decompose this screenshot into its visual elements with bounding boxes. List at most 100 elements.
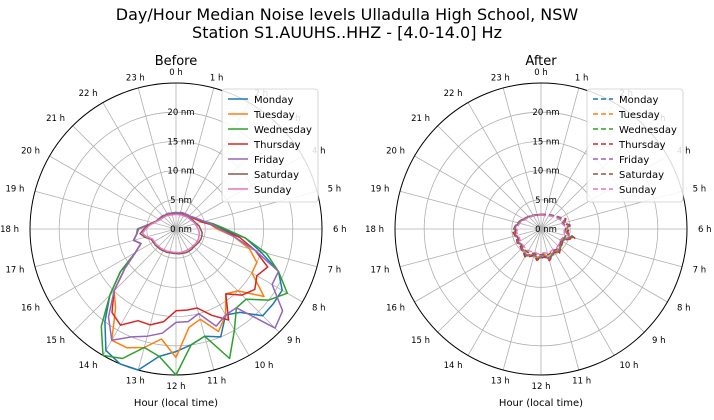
panel-0-xlabel: Hour (local time) — [134, 398, 218, 409]
panel-0-r-tick-2: 10 nm — [167, 167, 194, 177]
panel-0-theta-label-22: 22 h — [79, 89, 98, 99]
panel-0-ring-4 — [58, 111, 294, 347]
panel-0-theta-label-8: 8 h — [312, 304, 326, 314]
panel-0-theta-label-6: 6 h — [333, 225, 347, 235]
panel-1-spoke-17 — [399, 228, 542, 268]
panel-0-theta-label-10: 10 h — [255, 361, 274, 371]
panel-0-legend-label-tuesday: Tuesday — [253, 110, 295, 121]
panel-0-theta-label-4: 4 h — [312, 147, 326, 157]
panel-1-legend-label-friday: Friday — [619, 155, 649, 166]
panel-0-legend-label-friday: Friday — [254, 155, 284, 166]
panel-0-series-wednesday — [100, 211, 289, 376]
panel-0-ring-2 — [117, 170, 235, 288]
panel-1-xlabel: Hour (local time) — [499, 398, 583, 409]
panel-1-spoke-8 — [540, 228, 668, 303]
panel-0-spoke-19 — [34, 190, 177, 230]
panel-0-theta-label-18: 18 h — [0, 225, 19, 235]
panel-0-legend-label-wednesday: Wednesday — [254, 125, 312, 136]
panel-1-theta-label-4: 4 h — [677, 147, 691, 157]
panel-1-theta-label-1: 1 h — [575, 73, 589, 83]
panel-1-theta-label-0: 0 h — [534, 68, 548, 78]
panel-1-spoke-15 — [437, 228, 542, 333]
panel-0-r-tick-4: 20 nm — [167, 108, 194, 118]
panel-1-legend-label-saturday: Saturday — [619, 170, 664, 181]
panel-0-legend-label-monday: Monday — [254, 95, 294, 106]
panel-1-spoke-21 — [437, 125, 542, 230]
panel-0-legend-label-thursday: Thursday — [253, 140, 301, 151]
figure-title-line1: Day/Hour Median Noise levels Ulladulla H… — [116, 5, 579, 24]
panel-1-theta-label-14: 14 h — [444, 361, 463, 371]
panel-0-r-tick-1: 5 nm — [170, 196, 192, 206]
panel-1-frame — [394, 82, 688, 376]
panel-1-r-tick-4: 20 nm — [532, 108, 559, 118]
panel-0-theta-label-1: 1 h — [210, 73, 224, 83]
panel-1-r-tick-1: 5 nm — [535, 196, 557, 206]
panel-1-legend-label-wednesday: Wednesday — [619, 125, 677, 136]
panel-0-spoke-16 — [49, 228, 177, 303]
panel-1-spoke-11 — [540, 228, 580, 371]
panel-1-r-tick-2: 10 nm — [532, 167, 559, 177]
panel-1-legend-label-sunday: Sunday — [619, 185, 656, 196]
panel-1-theta-label-18: 18 h — [365, 225, 384, 235]
panel-1-ring-3 — [452, 140, 629, 317]
panel-0-r-tick-3: 15 nm — [167, 137, 194, 147]
panel-0-theta-label-7: 7 h — [328, 266, 342, 276]
panel-0-theta-label-14: 14 h — [79, 361, 98, 371]
panel-1-ring-4 — [423, 111, 659, 347]
panel-1-legend-label-thursday: Thursday — [618, 140, 666, 151]
panel-0-theta-label-17: 17 h — [5, 266, 24, 276]
panel-1-theta-label-23: 23 h — [491, 73, 510, 83]
panel-0-theta-label-19: 19 h — [5, 184, 24, 194]
panel-1-spoke-20 — [414, 155, 542, 230]
panel-0-ring-3 — [88, 140, 264, 317]
panel-1-theta-label-6: 6 h — [698, 225, 712, 235]
panel-0-spoke-1 — [175, 87, 215, 230]
panel-0-legend-label-saturday: Saturday — [254, 170, 299, 181]
panel-0-spoke-17 — [34, 228, 177, 268]
panel-0-legend-label-sunday: Sunday — [254, 185, 291, 196]
panel-1-spoke-23 — [502, 87, 542, 230]
panel-1-theta-label-16: 16 h — [386, 304, 405, 314]
panel-0-theta-label-0: 0 h — [169, 68, 183, 78]
panel-0-theta-label-16: 16 h — [21, 304, 40, 314]
panel-1-r-tick-0: 0 nm — [535, 225, 557, 235]
panel-0-spoke-20 — [49, 155, 177, 230]
panel-1-theta-label-21: 21 h — [411, 114, 430, 124]
panel-0-theta-label-12: 12 h — [167, 382, 186, 392]
panel-1-spoke-10 — [540, 228, 615, 356]
panel-0-title: Before — [155, 54, 198, 69]
panel-1-theta-label-9: 9 h — [652, 336, 666, 346]
panel-1-theta-label-19: 19 h — [370, 184, 389, 194]
panel-1-theta-label-22: 22 h — [444, 89, 463, 99]
panel-0-r-tick-0: 0 nm — [170, 225, 192, 235]
panel-1-r-tick-3: 15 nm — [532, 137, 559, 147]
panel-1-theta-label-11: 11 h — [572, 377, 591, 387]
figure-title-line2: Station S1.AUUHS..HHZ - [4.0-14.0] Hz — [192, 23, 502, 42]
panel-0-spoke-15 — [72, 228, 177, 333]
panel-1-spoke-22 — [467, 102, 542, 230]
panel-0-theta-label-13: 13 h — [126, 377, 145, 387]
panel-1-theta-label-12: 12 h — [532, 382, 551, 392]
panel-0-series-monday — [104, 211, 283, 371]
panel-0-series-sunday — [141, 213, 200, 254]
panel-1-theta-label-5: 5 h — [693, 184, 707, 194]
panel-1-theta-label-13: 13 h — [491, 377, 510, 387]
panel-0-theta-label-21: 21 h — [46, 114, 65, 124]
panel-1-theta-label-8: 8 h — [677, 304, 691, 314]
panel-1-series-friday — [513, 213, 572, 260]
panel-1-spoke-7 — [540, 228, 683, 268]
panel-1-legend: Monday Tuesday Wednesday Thursday Friday Satu… — [586, 88, 684, 203]
panel-0-theta-label-20: 20 h — [21, 147, 40, 157]
panel-0-spoke-21 — [72, 125, 177, 230]
panel-0-ring-1 — [146, 199, 206, 259]
panel-0-theta-label-15: 15 h — [46, 336, 65, 346]
panel-1-ring-2 — [482, 170, 600, 288]
panel-0-theta-label-5: 5 h — [328, 184, 342, 194]
panel-0-spoke-7 — [175, 228, 318, 268]
panel-0-legend: Monday Tuesday Wednesday Thursday Friday Satu… — [221, 88, 319, 203]
panel-1-title: After — [525, 54, 557, 69]
panel-1-theta-label-20: 20 h — [386, 147, 405, 157]
